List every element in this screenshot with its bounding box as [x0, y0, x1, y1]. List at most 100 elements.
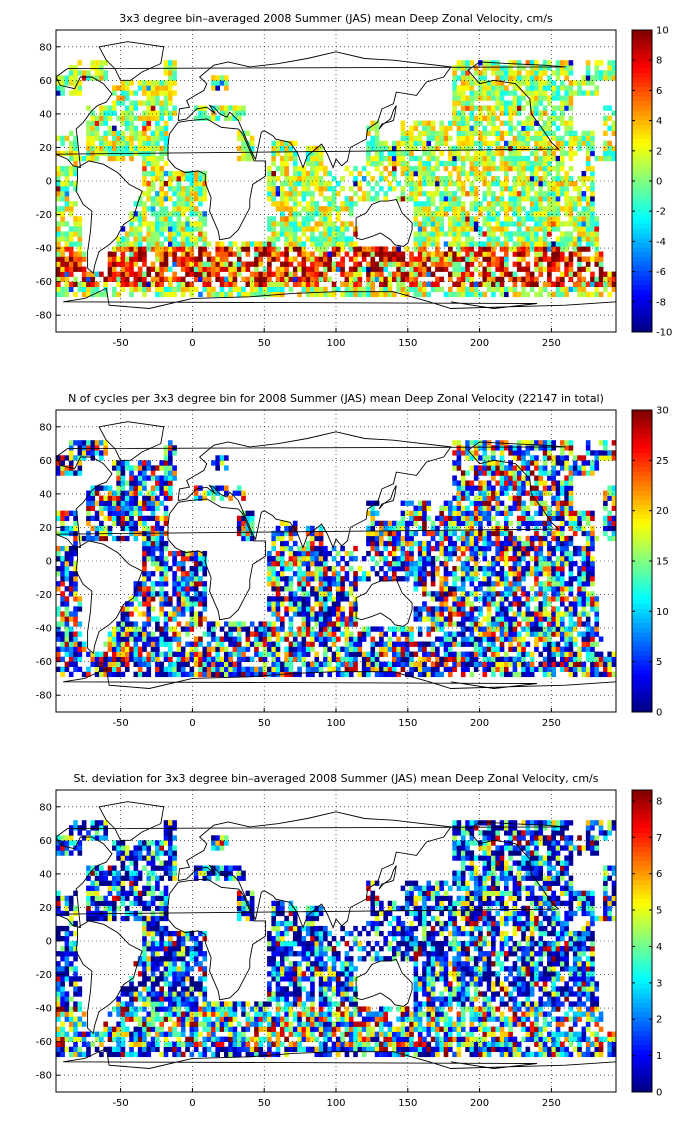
bin-cell: [400, 271, 406, 277]
bin-cell: [150, 641, 156, 647]
bin-cell: [396, 671, 401, 678]
bin-cell: [413, 236, 419, 242]
bin-cell: [275, 626, 281, 632]
bin-cell: [452, 621, 457, 627]
bin-cell: [572, 181, 578, 187]
bin-cell: [202, 221, 208, 227]
bin-cell: [180, 186, 186, 192]
bin-cell: [529, 115, 535, 121]
bin-cell: [572, 140, 578, 147]
bin-cell: [327, 256, 332, 262]
bin-cell: [292, 256, 298, 262]
bin-cell: [529, 125, 535, 131]
bin-cell: [551, 651, 556, 657]
bin-cell: [529, 65, 535, 71]
bin-cell: [280, 196, 285, 202]
bin-cell: [189, 231, 195, 237]
bin-cell: [460, 271, 466, 277]
bin-cell: [547, 115, 552, 121]
bin-cell: [564, 60, 569, 66]
bin-cell: [305, 211, 311, 217]
bin-cell: [73, 586, 78, 592]
bin-cell: [292, 181, 298, 187]
bin-cell: [73, 651, 78, 657]
bin-cell: [60, 196, 65, 202]
bin-cell: [443, 175, 449, 182]
bin-cell: [262, 281, 268, 287]
bin-cell: [387, 256, 393, 262]
bin-cell: [137, 661, 143, 667]
bin-cell: [116, 651, 121, 657]
bin-cell: [512, 601, 518, 607]
bin-cell: [331, 231, 337, 237]
bin-cell: [456, 155, 462, 162]
bin-cell: [129, 130, 134, 136]
bin-cell: [400, 626, 406, 632]
bin-cell: [348, 666, 354, 673]
bin-cell: [568, 266, 574, 272]
bin-cell: [555, 631, 561, 637]
bin-cell: [206, 661, 212, 667]
bin-cell: [331, 651, 337, 657]
bin-cell: [529, 60, 535, 66]
bin-cell: [504, 65, 509, 71]
bin-cell: [512, 251, 518, 257]
colorbar-segment: [632, 185, 652, 191]
bin-cell: [374, 656, 380, 662]
bin-cell: [267, 181, 272, 187]
bin-cell: [129, 651, 134, 657]
bin-cell: [361, 175, 367, 182]
bin-cell: [150, 241, 156, 247]
bin-cell: [538, 261, 544, 267]
bin-cell: [180, 246, 186, 252]
bin-cell: [129, 140, 134, 147]
bin-cell: [331, 581, 337, 587]
bin-cell: [555, 641, 561, 647]
bin-cell: [73, 155, 78, 162]
bin-cell: [611, 276, 617, 282]
bin-cell: [392, 651, 397, 657]
bin-cell: [512, 241, 518, 247]
bin-cell: [176, 581, 182, 587]
bin-cell: [521, 286, 526, 293]
bin-cell: [159, 105, 164, 111]
bin-cell: [90, 661, 96, 667]
bin-cell: [215, 636, 220, 642]
bin-cell: [555, 196, 561, 202]
bin-cell: [73, 226, 78, 232]
bin-cell: [547, 150, 552, 157]
bin-cell: [357, 170, 363, 177]
bin-cell: [486, 601, 492, 607]
bin-cell: [77, 216, 83, 222]
bin-cell: [353, 596, 358, 602]
bin-cell: [435, 236, 440, 242]
coastline-path: [98, 41, 165, 81]
bin-cell: [482, 281, 488, 287]
bin-cell: [314, 165, 320, 172]
bin-cell: [163, 216, 169, 222]
bin-cell: [116, 291, 121, 298]
bin-cell: [137, 80, 143, 86]
bin-cell: [280, 231, 285, 237]
bin-cell: [374, 666, 380, 673]
bin-cell: [491, 631, 496, 637]
bin-cell: [129, 105, 134, 111]
bin-cell: [516, 135, 522, 142]
bin-cell: [521, 611, 526, 617]
bin-cell: [491, 226, 496, 232]
bin-cell: [323, 286, 328, 293]
bin-cell: [555, 155, 561, 162]
bin-cell: [598, 276, 604, 282]
bin-cell: [185, 626, 190, 632]
bin-cell: [581, 75, 587, 81]
bin-cell: [56, 606, 61, 612]
bin-cell: [516, 105, 522, 111]
bin-cell: [456, 266, 462, 272]
bin-cell: [120, 281, 126, 287]
bin-cell: [68, 651, 74, 657]
bin-cell: [301, 221, 307, 227]
bin-cell: [603, 666, 608, 673]
bin-cell: [68, 591, 74, 597]
bin-cell: [94, 656, 100, 662]
bin-cell: [146, 271, 152, 277]
